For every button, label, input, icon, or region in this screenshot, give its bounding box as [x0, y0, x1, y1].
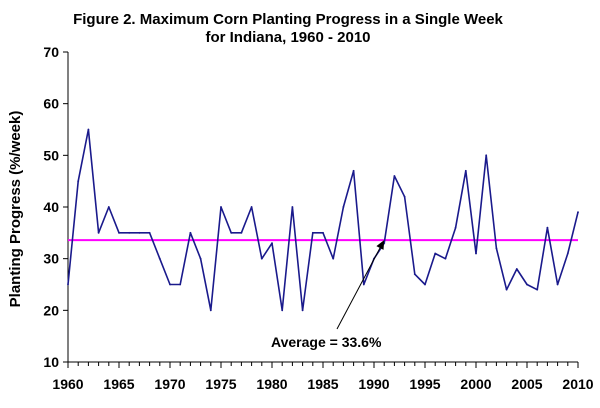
axes: [67, 52, 578, 363]
x-tick-group: 1960 1965 1970 1975 1980 1985 1990 1995 2000 2005…: [52, 362, 594, 392]
x-tick-label: 2000: [460, 376, 491, 392]
data-point: [271, 242, 273, 245]
x-tick-label: 1965: [103, 376, 134, 392]
y-tick-label: 40: [43, 199, 59, 215]
x-tick-label: 1975: [205, 376, 236, 392]
y-tick-label: 60: [43, 96, 59, 112]
data-point: [495, 247, 498, 250]
data-point: [454, 226, 457, 229]
data-point: [444, 257, 447, 260]
annotation-group: Average = 33.6%: [271, 240, 385, 350]
data-point: [138, 231, 141, 234]
data-point: [413, 273, 416, 276]
data-point: [199, 257, 202, 260]
data-point: [77, 180, 80, 183]
data-point: [526, 283, 528, 286]
data-point: [464, 169, 467, 172]
data-point: [240, 231, 243, 234]
data-point: [536, 288, 539, 291]
data-point: [342, 206, 345, 208]
x-tick-label: 1985: [307, 376, 338, 392]
y-axis-label: Planting Progress (%/week): [7, 111, 24, 308]
data-point: [352, 169, 355, 172]
y-tick-group: 10 20 30 40 50 60 70: [43, 44, 68, 370]
data-point: [230, 231, 233, 234]
data-point: [322, 231, 324, 234]
x-tick-label: 1970: [154, 376, 185, 392]
data-point: [260, 257, 263, 260]
series-line: [67, 128, 579, 312]
data-point: [67, 283, 69, 286]
data-point: [556, 283, 559, 286]
data-point: [128, 231, 131, 234]
data-point: [179, 283, 182, 286]
data-point: [362, 283, 365, 286]
x-tick-label: 2010: [562, 376, 593, 392]
data-point: [148, 231, 151, 234]
y-tick-label: 50: [43, 147, 59, 163]
annotation-arrow-line: [336, 247, 381, 330]
y-tick-label: 70: [43, 44, 59, 60]
data-point: [424, 283, 426, 286]
data-point: [189, 231, 192, 234]
data-point: [97, 231, 100, 234]
data-point: [434, 252, 437, 255]
data-point: [220, 206, 222, 208]
data-point: [546, 226, 549, 229]
data-point: [332, 257, 335, 260]
data-point: [475, 252, 477, 255]
y-tick-label: 10: [43, 354, 59, 370]
data-point: [505, 288, 508, 291]
data-point: [515, 268, 518, 270]
series-group: [67, 128, 579, 312]
x-tick-label: 1995: [409, 376, 440, 392]
average-annotation-text: Average = 33.6%: [271, 334, 382, 350]
x-tick-label: 1980: [256, 376, 287, 392]
data-point: [169, 283, 171, 286]
data-point: [393, 175, 396, 177]
data-point: [311, 231, 314, 234]
data-point: [118, 231, 120, 234]
data-point: [291, 206, 294, 208]
y-tick-label: 30: [43, 251, 59, 267]
annotation-arrow-head: [376, 240, 385, 250]
x-tick-label: 1990: [358, 376, 389, 392]
data-point: [403, 195, 406, 198]
data-point: [87, 128, 90, 131]
chart-title-line-1: Figure 2. Maximum Corn Planting Progress…: [73, 11, 503, 28]
chart-title-line-2: for Indiana, 1960 - 2010: [205, 29, 370, 46]
data-point: [250, 206, 253, 208]
x-tick-label: 2005: [511, 376, 542, 392]
data-point: [281, 309, 284, 312]
data-point: [301, 309, 304, 312]
data-point: [566, 252, 569, 255]
y-tick-label: 20: [43, 302, 59, 318]
data-point: [107, 206, 110, 208]
x-tick-label: 1960: [52, 376, 83, 392]
data-point: [485, 154, 488, 157]
data-point: [158, 257, 161, 260]
data-point: [577, 211, 579, 214]
data-point: [209, 309, 212, 312]
